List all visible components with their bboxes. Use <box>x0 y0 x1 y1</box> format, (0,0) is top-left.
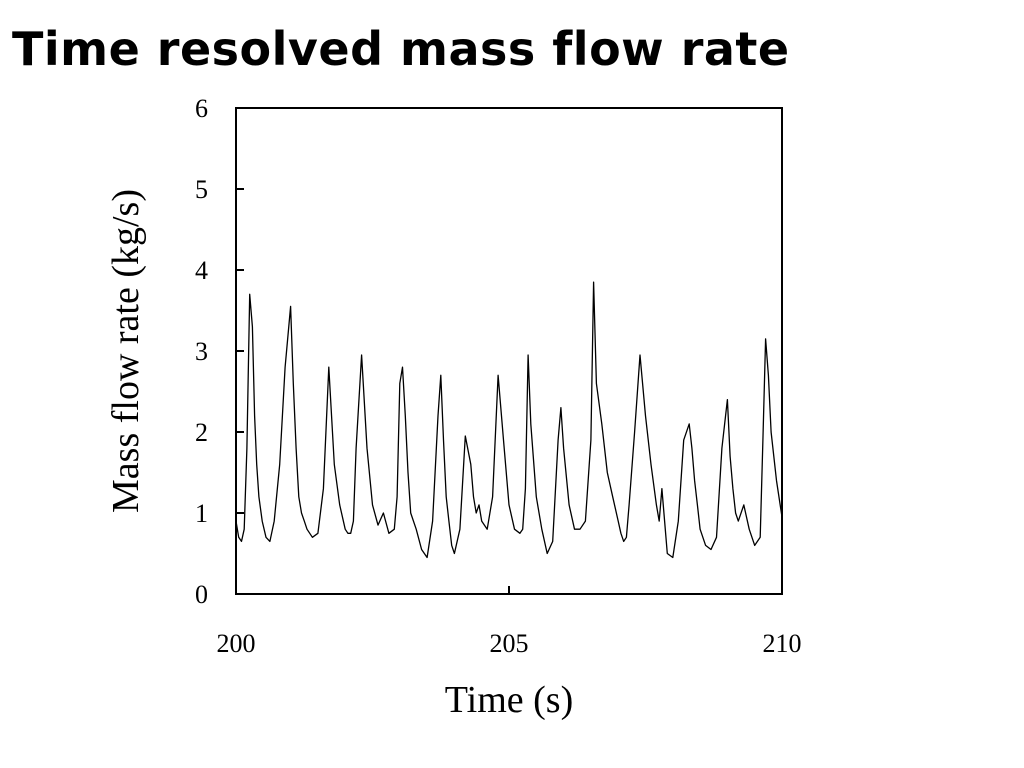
y-tick-labels: 0 1 2 3 4 5 6 <box>195 94 208 609</box>
series-line <box>235 281 783 559</box>
y-tick-marks <box>236 107 244 595</box>
y-tick-label: 4 <box>195 256 208 285</box>
x-tick-labels: 200 205 210 <box>217 629 802 658</box>
x-tick-label: 205 <box>490 629 529 658</box>
x-axis-title: Time (s) <box>445 679 573 721</box>
slide-title: Time resolved mass flow rate <box>12 22 790 76</box>
x-tick-label: 200 <box>217 629 256 658</box>
series-layer <box>235 281 783 559</box>
y-tick-label: 6 <box>195 94 208 123</box>
y-tick-label: 0 <box>195 580 208 609</box>
y-tick-label: 1 <box>195 499 208 528</box>
x-tick-marks <box>235 586 783 594</box>
plot-area-frame <box>235 107 783 595</box>
y-tick-label: 2 <box>195 418 208 447</box>
y-tick-label: 5 <box>195 175 208 204</box>
y-tick-label: 3 <box>195 337 208 366</box>
y-axis-title: Mass flow rate (kg/s) <box>105 189 147 513</box>
x-tick-label: 210 <box>763 629 802 658</box>
